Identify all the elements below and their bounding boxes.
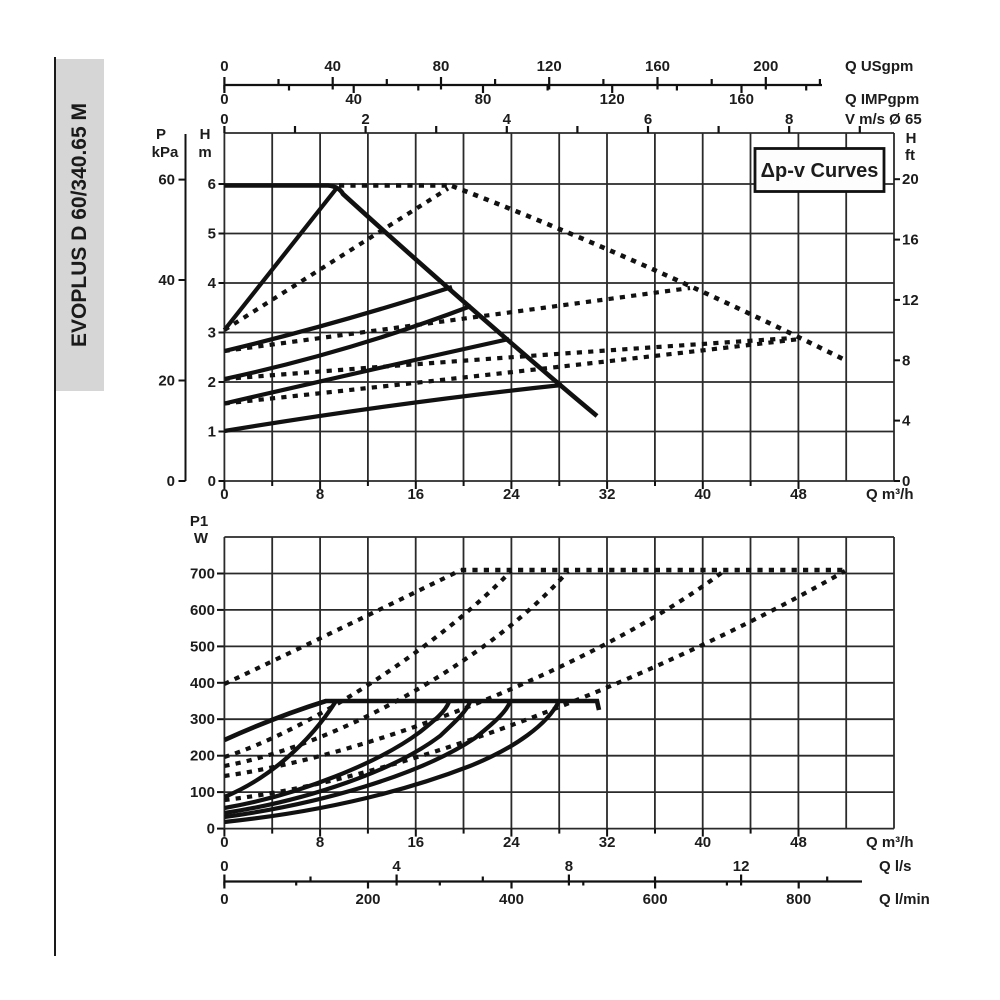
svg-text:16: 16: [407, 834, 424, 851]
svg-text:200: 200: [753, 58, 778, 75]
svg-text:V m/s Ø 65: V m/s Ø 65: [845, 111, 922, 128]
svg-text:0: 0: [220, 91, 228, 108]
svg-text:m: m: [198, 144, 211, 161]
svg-text:40: 40: [694, 834, 711, 851]
svg-text:400: 400: [190, 675, 215, 692]
svg-text:40: 40: [324, 58, 341, 75]
svg-text:H: H: [906, 130, 917, 147]
svg-text:0: 0: [220, 111, 228, 128]
svg-text:200: 200: [355, 891, 380, 908]
svg-text:80: 80: [433, 58, 450, 75]
svg-text:8: 8: [316, 834, 324, 851]
svg-text:20: 20: [902, 171, 919, 188]
svg-text:Q l/min: Q l/min: [879, 891, 930, 908]
svg-text:48: 48: [790, 834, 807, 851]
svg-text:0: 0: [207, 821, 215, 838]
svg-text:100: 100: [190, 784, 215, 801]
svg-text:0: 0: [167, 473, 175, 490]
svg-text:120: 120: [600, 91, 625, 108]
svg-text:200: 200: [190, 748, 215, 765]
svg-text:4: 4: [902, 413, 911, 430]
svg-text:60: 60: [158, 172, 175, 189]
svg-text:32: 32: [599, 834, 616, 851]
svg-text:Q m³/h: Q m³/h: [866, 486, 914, 503]
svg-text:8: 8: [565, 858, 573, 875]
svg-text:400: 400: [499, 891, 524, 908]
svg-text:0: 0: [220, 834, 228, 851]
svg-text:Q IMPgpm: Q IMPgpm: [845, 91, 919, 108]
svg-text:160: 160: [645, 58, 670, 75]
svg-text:700: 700: [190, 566, 215, 583]
svg-text:500: 500: [190, 638, 215, 655]
svg-text:Q m³/h: Q m³/h: [866, 834, 914, 851]
svg-text:P1: P1: [190, 513, 208, 530]
svg-text:600: 600: [643, 891, 668, 908]
svg-text:24: 24: [503, 834, 520, 851]
svg-text:5: 5: [208, 226, 216, 243]
svg-text:800: 800: [786, 891, 811, 908]
svg-text:0: 0: [220, 891, 228, 908]
svg-text:40: 40: [345, 91, 362, 108]
svg-text:kPa: kPa: [152, 144, 179, 161]
svg-text:24: 24: [503, 486, 520, 503]
svg-text:6: 6: [644, 111, 652, 128]
svg-text:300: 300: [190, 711, 215, 728]
svg-text:6: 6: [208, 176, 216, 193]
svg-text:48: 48: [790, 486, 807, 503]
svg-text:Q l/s: Q l/s: [879, 858, 912, 875]
svg-text:8: 8: [902, 352, 910, 369]
svg-text:120: 120: [537, 58, 562, 75]
svg-text:0: 0: [220, 58, 228, 75]
svg-text:2: 2: [361, 111, 369, 128]
svg-text:H: H: [200, 126, 211, 143]
svg-text:4: 4: [503, 111, 512, 128]
svg-text:W: W: [194, 530, 209, 547]
svg-text:8: 8: [785, 111, 793, 128]
svg-text:2: 2: [208, 374, 216, 391]
svg-text:12: 12: [733, 858, 750, 875]
svg-text:12: 12: [902, 292, 919, 309]
svg-text:4: 4: [392, 858, 401, 875]
svg-text:3: 3: [208, 325, 216, 342]
svg-text:8: 8: [316, 486, 324, 503]
svg-text:ft: ft: [905, 147, 915, 164]
svg-text:1: 1: [208, 424, 216, 441]
svg-text:P: P: [156, 126, 166, 143]
svg-text:32: 32: [599, 486, 616, 503]
svg-text:0: 0: [208, 473, 216, 490]
svg-text:Q USgpm: Q USgpm: [845, 58, 913, 75]
svg-text:20: 20: [158, 373, 175, 390]
svg-text:600: 600: [190, 602, 215, 619]
svg-text:0: 0: [902, 473, 910, 490]
svg-text:Δp-v Curves: Δp-v Curves: [761, 160, 879, 182]
svg-text:0: 0: [220, 858, 228, 875]
svg-text:40: 40: [158, 272, 175, 289]
svg-text:4: 4: [208, 275, 217, 292]
svg-text:80: 80: [475, 91, 492, 108]
svg-text:160: 160: [729, 91, 754, 108]
svg-text:16: 16: [902, 232, 919, 249]
svg-text:0: 0: [220, 486, 228, 503]
svg-text:40: 40: [694, 486, 711, 503]
svg-text:16: 16: [407, 486, 424, 503]
